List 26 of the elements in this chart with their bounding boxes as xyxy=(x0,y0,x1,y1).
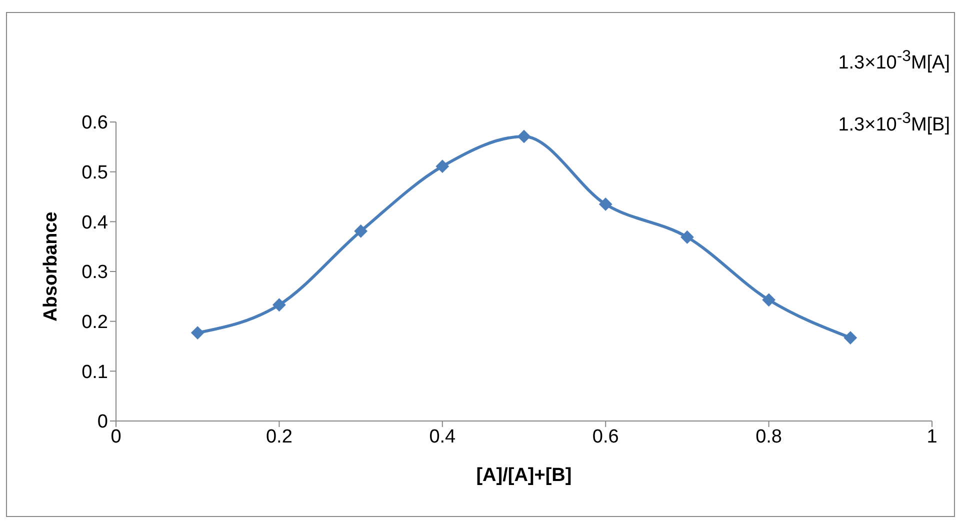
point xyxy=(762,293,776,306)
point xyxy=(844,331,857,344)
y-tick-label: 0.4 xyxy=(82,212,108,234)
point xyxy=(436,160,449,173)
point xyxy=(680,230,694,244)
point xyxy=(272,298,286,312)
y-axis-title: Absorbance xyxy=(40,212,62,322)
x-tick-label: 0.6 xyxy=(592,426,619,448)
text: 1.3×10$^{-3}$M[A] xyxy=(838,48,950,74)
y-tick-label: 0.6 xyxy=(82,112,108,134)
x-tick-label: 0.2 xyxy=(266,426,292,448)
x-tick-label: 0 xyxy=(110,426,122,448)
x-axis-title: [A]/[A]+[B] xyxy=(476,465,572,486)
y-tick-label: 0 xyxy=(97,412,108,433)
point xyxy=(599,198,612,211)
point xyxy=(191,326,204,340)
annotation: 1.3×10$^{-3}$M[B] xyxy=(838,110,950,136)
y-tick-label: 0.3 xyxy=(82,262,108,284)
point xyxy=(354,224,368,238)
x-tick-label: 0.8 xyxy=(756,426,782,448)
y-tick-label: 0.2 xyxy=(82,312,108,334)
y-tick-label: 0.5 xyxy=(82,162,108,184)
x-tick-label: 1 xyxy=(926,426,938,448)
y-tick-label: 0.1 xyxy=(82,362,108,383)
x-tick-label: 0.4 xyxy=(429,426,456,448)
point xyxy=(518,130,530,143)
